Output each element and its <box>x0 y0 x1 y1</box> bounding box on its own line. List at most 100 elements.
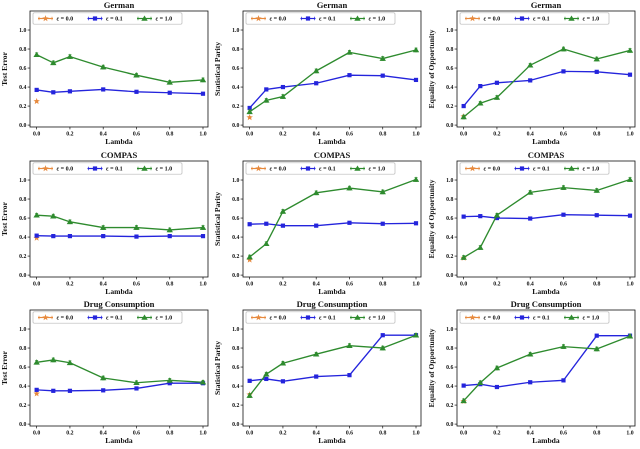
y-axis-label: Test Error <box>0 51 9 86</box>
square-marker-icon <box>627 72 632 77</box>
subplot-title: German <box>104 0 135 10</box>
y-axis: 0.0 0.2 0.4 0.6 0.8 1.0 Statistical Parity <box>213 327 244 429</box>
triangle-marker-icon <box>354 15 362 21</box>
square-marker-icon <box>380 333 386 338</box>
y-tick-label: 0.6 <box>232 216 239 222</box>
x-axis-label: Lambda <box>105 287 133 296</box>
square-marker-icon <box>461 214 466 219</box>
square-marker-icon <box>527 78 532 83</box>
series-line <box>249 334 417 397</box>
triangle-marker-icon <box>199 379 207 385</box>
square-marker-icon <box>461 103 466 109</box>
triangle-marker-icon <box>493 365 500 371</box>
triangle-marker-icon <box>526 189 534 195</box>
triangle-marker-icon <box>33 211 40 218</box>
x-tick-label: 0.6 <box>560 431 567 437</box>
subplot-german-equality-of-opportunity: German 0.0 0.2 0.4 0.6 0.8 1.0 Lambda 0.0 0.2 0.4 0… <box>427 0 640 150</box>
x-axis-label: Lambda <box>105 137 133 146</box>
square-marker-icon <box>247 379 253 384</box>
legend-box <box>245 162 396 175</box>
y-tick-label: 1.0 <box>446 178 453 184</box>
square-marker-icon <box>167 90 172 95</box>
legend: ε = 0.0 ε = 0.1 ε = 1.0 <box>32 311 183 324</box>
x-axis: 0.0 0.2 0.4 0.6 0.8 1.0 Lambda <box>246 126 420 146</box>
legend-label: ε = 0.0 <box>483 166 500 172</box>
series-1-0 <box>33 211 207 232</box>
series-line <box>36 214 204 231</box>
y-axis-label: Equality of Opportunity <box>427 179 436 258</box>
x-tick-label: 0.0 <box>246 431 253 437</box>
x-tick-label: 0.4 <box>313 281 320 287</box>
legend: ε = 0.0 ε = 0.1 ε = 1.0 <box>32 12 183 25</box>
x-tick-label: 0.0 <box>33 281 40 287</box>
triangle-marker-icon <box>246 108 254 115</box>
x-axis: 0.0 0.2 0.4 0.6 0.8 1.0 Lambda <box>246 426 420 445</box>
triangle-marker-icon <box>476 244 484 250</box>
star-marker-icon <box>255 164 263 171</box>
x-tick-label: 0.0 <box>246 132 253 138</box>
chart-canvas: Drug Consumption 0.0 0.2 0.4 0.6 0.8 1.0 Lambda… <box>427 300 636 445</box>
x-tick-label: 0.2 <box>493 431 500 437</box>
triangle-marker-icon <box>141 314 148 321</box>
y-tick-label: 0.0 <box>446 273 453 279</box>
square-marker-icon <box>281 84 286 90</box>
y-tick-label: 0.2 <box>446 404 453 410</box>
square-marker-icon <box>561 378 566 383</box>
series-line <box>249 74 417 109</box>
y-tick-label: 0.0 <box>446 423 453 429</box>
legend-label: ε = 0.0 <box>57 17 74 23</box>
series-0-1 <box>461 69 632 109</box>
legend-label: ε = 0.1 <box>319 17 336 23</box>
square-marker-icon <box>306 315 311 320</box>
series-0-1 <box>247 73 419 111</box>
legend-box <box>459 162 610 175</box>
triangle-marker-icon <box>141 15 148 21</box>
square-marker-icon <box>347 73 352 78</box>
square-marker-icon <box>380 73 386 78</box>
x-tick-label: 1.0 <box>199 132 206 138</box>
series-line <box>249 178 417 258</box>
x-axis-label: Lambda <box>532 287 560 296</box>
y-tick-label: 0.6 <box>233 66 240 72</box>
triangle-marker-icon <box>626 47 633 53</box>
x-tick-label: 0.4 <box>100 132 107 138</box>
triangle-marker-icon <box>379 345 387 351</box>
triangle-marker-icon <box>593 346 600 352</box>
subplot-title: Drug Consumption <box>84 300 155 310</box>
star-marker-icon <box>33 97 40 105</box>
legend-box <box>32 311 183 324</box>
square-marker-icon <box>627 213 632 218</box>
subplot-title: Drug Consumption <box>510 300 581 310</box>
square-marker-icon <box>34 87 39 93</box>
x-tick-label: 0.8 <box>166 132 173 138</box>
triangle-marker-icon <box>626 333 633 339</box>
x-tick-label: 0.2 <box>280 132 287 138</box>
x-tick-label: 1.0 <box>626 281 633 287</box>
legend: ε = 0.0 ε = 0.1 ε = 1.0 <box>459 311 610 324</box>
square-marker-icon <box>67 389 73 394</box>
square-marker-icon <box>347 220 352 225</box>
triangle-marker-icon <box>354 314 362 321</box>
triangle-marker-icon <box>567 165 575 171</box>
triangle-marker-icon <box>166 226 173 232</box>
x-tick-label: 0.8 <box>166 431 173 437</box>
chart-canvas: Drug Consumption 0.0 0.2 0.4 0.6 0.8 1.0 Lambda… <box>0 300 209 445</box>
square-marker-icon <box>527 216 532 221</box>
axes-frame <box>242 309 422 427</box>
x-tick-label: 0.0 <box>460 132 467 138</box>
y-tick-label: 0.6 <box>19 216 26 222</box>
square-marker-icon <box>519 166 524 171</box>
subplot-compas-equality-of-opportunity: COMPAS 0.0 0.2 0.4 0.6 0.8 1.0 Lambda 0.0 0.2 0.4 0… <box>427 150 640 300</box>
x-tick-label: 1.0 <box>413 281 420 287</box>
y-tick-label: 0.8 <box>232 197 239 203</box>
x-axis-label: Lambda <box>532 137 560 146</box>
subplot-title: German <box>317 0 348 10</box>
y-tick-label: 0.6 <box>232 365 239 371</box>
triangle-marker-icon <box>493 94 500 100</box>
legend-box <box>32 162 183 175</box>
x-tick-label: 0.8 <box>593 431 600 437</box>
triangle-marker-icon <box>99 375 107 381</box>
